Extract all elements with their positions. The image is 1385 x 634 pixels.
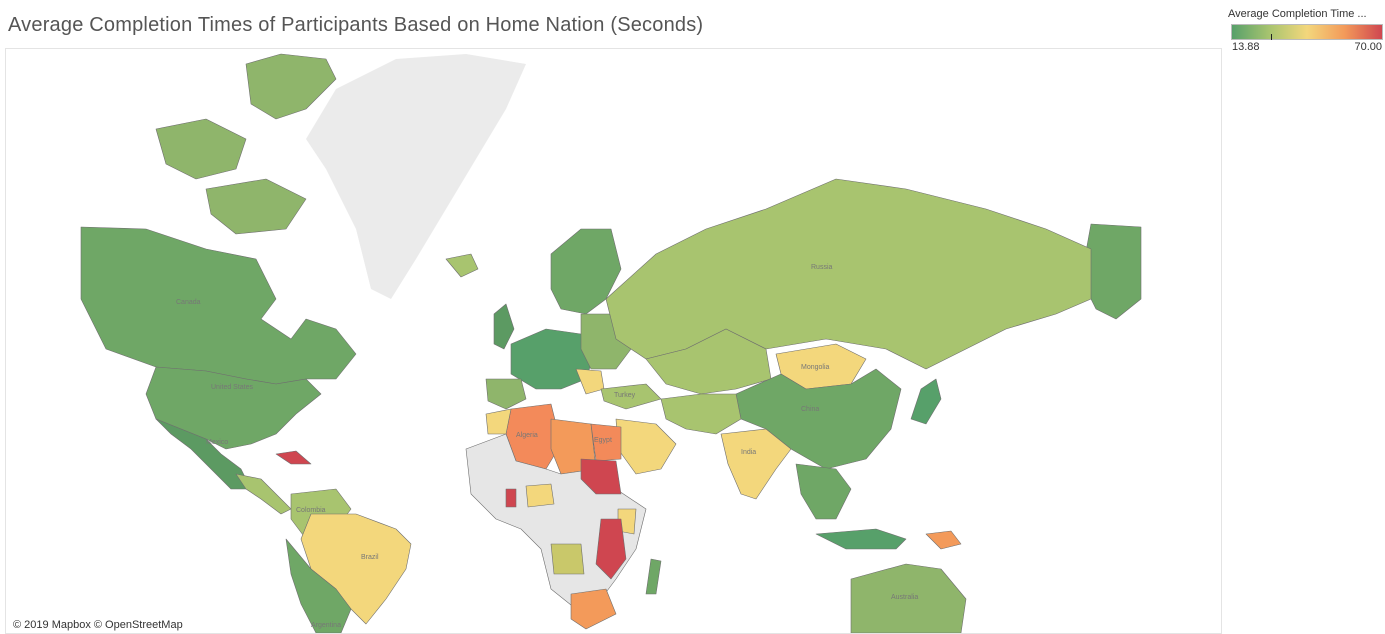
country-labels: Canada United States Russia China India …	[176, 264, 918, 629]
region-sudan[interactable]	[580, 458, 622, 495]
label-russia: Russia	[811, 264, 833, 271]
label-colombia: Colombia	[296, 507, 326, 514]
region-brazil[interactable]	[300, 513, 412, 625]
label-argentina: Argentina	[311, 622, 341, 629]
region-canada[interactable]	[80, 226, 357, 385]
region-indonesia[interactable]	[815, 528, 907, 550]
label-turkey: Turkey	[614, 392, 636, 399]
region-arctic-canada-3[interactable]	[205, 178, 307, 235]
label-india: India	[741, 449, 756, 456]
region-angola[interactable]	[550, 543, 585, 575]
region-cuba[interactable]	[275, 450, 312, 465]
legend-min-label: 13.88	[1232, 41, 1260, 53]
region-arabia[interactable]	[615, 418, 677, 475]
legend-title: Average Completion Time ...	[1228, 8, 1367, 20]
region-central-asia[interactable]	[660, 393, 742, 435]
region-nigeria[interactable]	[525, 483, 555, 508]
page-title: Average Completion Times of Participants…	[8, 14, 704, 36]
world-map[interactable]: Canada United States Russia China India …	[5, 48, 1222, 634]
region-iberia[interactable]	[485, 378, 527, 410]
region-turkey[interactable]	[600, 383, 662, 410]
region-russia[interactable]	[605, 178, 1092, 370]
label-mongolia: Mongolia	[801, 364, 830, 371]
region-madagascar[interactable]	[645, 558, 662, 595]
label-brazil: Brazil	[361, 554, 379, 561]
label-algeria: Algeria	[516, 432, 538, 439]
region-uk[interactable]	[493, 303, 515, 350]
region-western-south-america[interactable]	[285, 538, 352, 633]
region-arctic-canada[interactable]	[245, 53, 337, 120]
region-ghana[interactable]	[505, 488, 517, 508]
region-india[interactable]	[720, 428, 792, 500]
region-iceland[interactable]	[445, 253, 479, 278]
label-china: China	[801, 406, 819, 413]
label-united-states: United States	[211, 384, 254, 391]
region-south-africa[interactable]	[570, 588, 617, 630]
region-japan[interactable]	[910, 378, 942, 425]
region-greenland	[306, 54, 526, 299]
legend-gradient-bar	[1231, 24, 1383, 40]
label-canada: Canada	[176, 299, 201, 306]
label-egypt: Egypt	[594, 437, 612, 444]
region-australia[interactable]	[850, 563, 967, 633]
region-egypt[interactable]	[590, 423, 622, 462]
label-australia: Australia	[891, 594, 918, 601]
legend-max-label: 70.00	[1354, 41, 1382, 53]
color-legend[interactable]: Average Completion Time ... 13.88 70.00	[1228, 8, 1383, 53]
map-attribution[interactable]: © 2019 Mapbox © OpenStreetMap	[10, 619, 186, 631]
legend-marker	[1271, 34, 1273, 40]
region-east-africa[interactable]	[595, 518, 627, 580]
region-central-america[interactable]	[235, 473, 292, 515]
map-svg[interactable]: Canada United States Russia China India …	[6, 49, 1221, 633]
region-papua-new-guinea[interactable]	[925, 530, 962, 550]
region-arctic-canada-2[interactable]	[155, 118, 247, 180]
label-mexico: Mexico	[206, 439, 228, 446]
region-southeast-asia[interactable]	[795, 463, 852, 520]
